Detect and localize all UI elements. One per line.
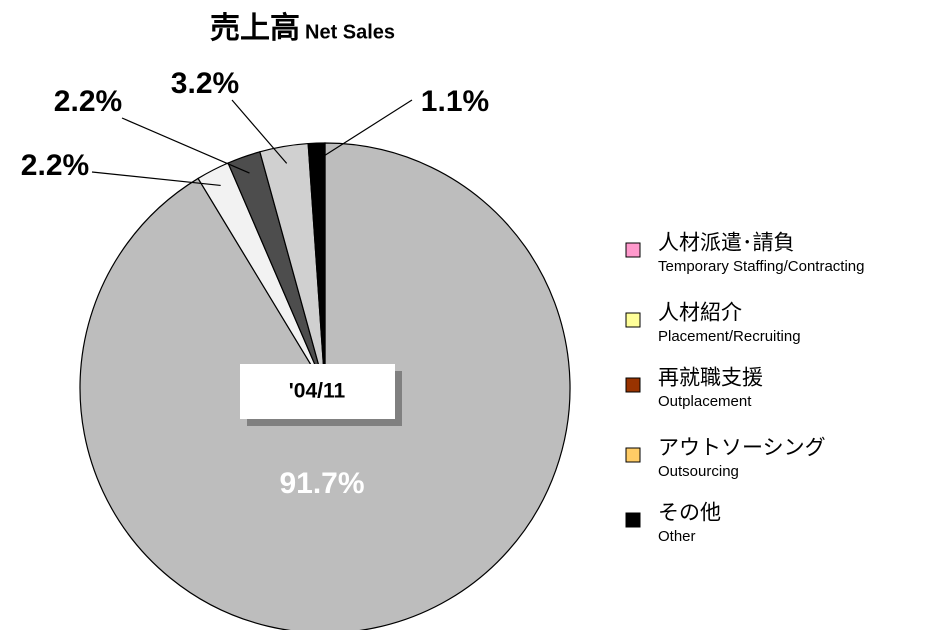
- period-box: [240, 364, 395, 419]
- legend-label-ja: その他: [658, 502, 721, 525]
- chart-title: 売上高: [210, 12, 300, 45]
- legend-label: Other: [658, 528, 696, 545]
- legend-label-ja: 再就職支援: [658, 367, 763, 390]
- data-label: 91.7%: [279, 467, 364, 500]
- leader-line: [121, 117, 250, 174]
- legend-label: Temporary Staffing/Contracting: [658, 258, 865, 275]
- legend-marker: [625, 512, 641, 528]
- period-label: '04/11: [289, 380, 346, 403]
- data-label: 3.2%: [171, 67, 239, 100]
- data-label: 2.2%: [21, 149, 89, 182]
- pie-slice: [79, 142, 571, 630]
- leader-line: [91, 171, 221, 187]
- legend-label: Placement/Recruiting: [658, 328, 801, 345]
- legend-marker: [625, 242, 641, 258]
- data-label: 2.2%: [54, 85, 122, 118]
- legend-marker: [625, 377, 641, 393]
- data-label: 1.1%: [421, 85, 489, 118]
- leader-line: [231, 99, 288, 164]
- legend-marker: [625, 312, 641, 328]
- leader-line: [316, 99, 413, 161]
- legend-label: Outplacement: [658, 393, 752, 410]
- legend-label-ja: 人材派遣･請負: [658, 232, 795, 255]
- legend-marker: [625, 447, 641, 463]
- legend-label-ja: 人材紹介: [658, 302, 742, 325]
- legend-label: Outsourcing: [658, 463, 739, 480]
- pie-slice: [307, 142, 326, 389]
- legend-label-ja: アウトソーシング: [658, 437, 826, 460]
- chart-title-en: Net Sales: [305, 21, 395, 43]
